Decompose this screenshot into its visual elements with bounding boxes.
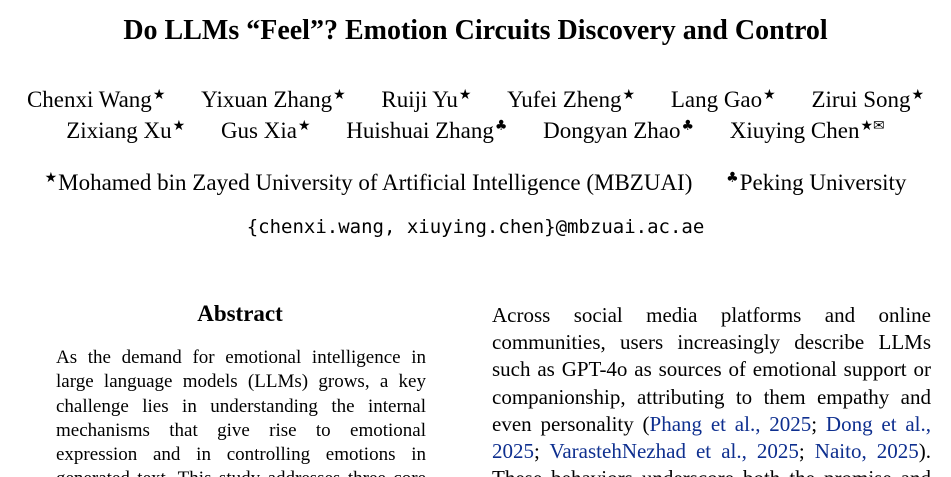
author-name: Dongyan Zhao: [543, 118, 681, 143]
author-list-row-1: Chenxi Wang★ Yixuan Zhang★ Ruiji Yu★ Yuf…: [0, 81, 951, 114]
intro-text: ). These behaviors underscore both the p…: [492, 439, 931, 477]
author-affiliation-mark: ★: [458, 87, 472, 103]
author-name: Gus Xia: [220, 118, 297, 143]
citation-link[interactable]: Phang et al., 2025: [649, 411, 812, 436]
author: Yufei Zheng★: [507, 81, 635, 114]
author: Ruiji Yu★: [381, 81, 471, 114]
author-name: Zixiang Xu: [66, 118, 172, 143]
affiliation-list: ★Mohamed bin Zayed University of Artific…: [0, 164, 951, 197]
abstract-heading: Abstract: [197, 301, 283, 326]
contact-email: {chenxi.wang, xiuying.chen}@mbzuai.ac.ae: [246, 216, 705, 238]
author: Yixuan Zhang★: [201, 81, 346, 114]
intro-text: Across social media platforms and online…: [492, 303, 931, 436]
author: Chenxi Wang★: [27, 81, 165, 114]
author-name: Ruiji Yu: [381, 87, 458, 112]
author: Zirui Song★: [811, 81, 924, 114]
citation-link[interactable]: Naito, 2025: [814, 439, 919, 464]
author-name: Huishuai Zhang: [346, 118, 494, 143]
author-affiliation-mark: ★✉: [860, 118, 885, 134]
author-name: Lang Gao: [670, 87, 763, 112]
author-affiliation-mark: ★: [333, 87, 346, 103]
citation-separator: ;: [811, 411, 826, 436]
author: Dongyan Zhao♣: [543, 112, 694, 145]
citation-link[interactable]: VarastehNezhad et al., 2025: [549, 439, 799, 464]
author-affiliation-mark: ★: [152, 87, 166, 103]
author-affiliation-mark: ★: [763, 87, 776, 103]
author-list-row-2: Zixiang Xu★ Gus Xia★ Huishuai Zhang♣ Don…: [0, 112, 951, 145]
abstract-text: As the demand for emotional intelligence…: [56, 347, 426, 477]
affiliation-mark: ★: [44, 170, 58, 186]
author-affiliation-mark: ★: [911, 87, 925, 103]
citation-separator: ;: [534, 439, 550, 464]
author-affiliation-mark: ♣: [681, 118, 695, 134]
citation-separator: ;: [798, 439, 815, 464]
author: Lang Gao★: [671, 81, 776, 114]
author-affiliation-mark: ★: [622, 87, 636, 103]
author-name: Yixuan Zhang: [201, 87, 333, 112]
author-name: Chenxi Wang: [26, 87, 152, 112]
introduction-paragraph: Across social media platforms and online…: [492, 302, 931, 477]
author-name: Xiuying Chen: [729, 118, 860, 143]
affiliation: ★Mohamed bin Zayed University of Artific…: [45, 164, 693, 197]
author-name: Yufei Zheng: [507, 87, 622, 112]
affiliation-name: Peking University: [739, 170, 907, 195]
author: Gus Xia★: [221, 112, 311, 145]
author-affiliation-mark: ♣: [494, 118, 508, 134]
author: Zixiang Xu★: [66, 112, 185, 145]
author-affiliation-mark: ★: [297, 118, 311, 134]
paper-title: Do LLMs “Feel”? Emotion Circuits Discove…: [123, 15, 828, 46]
author: Xiuying Chen★✉: [730, 112, 885, 145]
affiliation: ♣Peking University: [726, 164, 906, 197]
affiliation-name: Mohamed bin Zayed University of Artifici…: [58, 170, 693, 195]
author-name: Zirui Song: [811, 87, 911, 112]
author-affiliation-mark: ★: [172, 118, 186, 134]
affiliation-mark: ♣: [726, 170, 739, 186]
citation-link[interactable]: Dong et al., 2025: [492, 411, 931, 464]
author: Huishuai Zhang♣: [346, 112, 507, 145]
